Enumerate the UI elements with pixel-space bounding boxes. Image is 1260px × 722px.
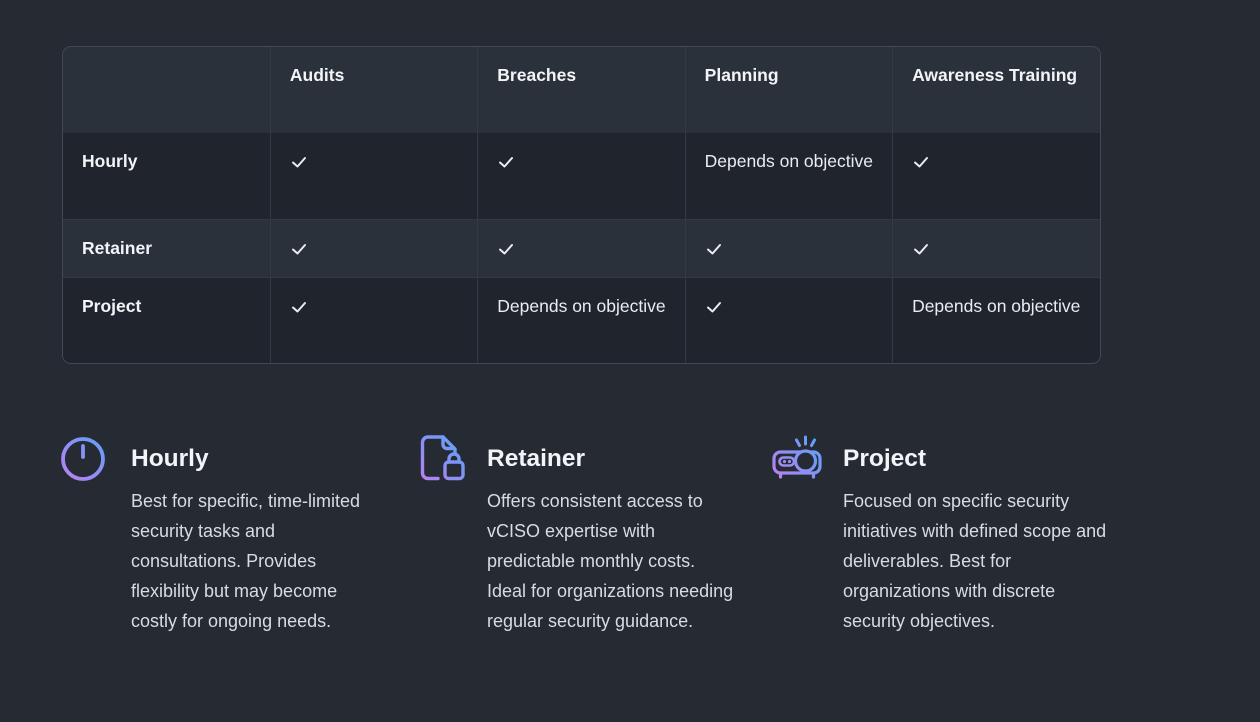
card-project-description: Focused on specific security initiatives… bbox=[843, 486, 1109, 636]
clock-icon bbox=[59, 433, 111, 483]
card-retainer-description: Offers consistent access to vCISO expert… bbox=[487, 486, 739, 636]
card-hourly-text: Hourly Best for specific, time-limited s… bbox=[131, 433, 371, 636]
row-label-project: Project bbox=[63, 277, 270, 363]
check-icon bbox=[912, 241, 1081, 257]
table-cell bbox=[478, 219, 685, 277]
comparison-table: Audits Breaches Planning Awareness Train… bbox=[62, 46, 1101, 364]
table-header-planning: Planning bbox=[685, 47, 892, 133]
table-header-row: Audits Breaches Planning Awareness Train… bbox=[63, 47, 1100, 133]
page: { "colors": { "page_bg": "#252a33", "row… bbox=[0, 0, 1260, 722]
check-icon bbox=[497, 154, 665, 170]
table-header-awareness-training: Awareness Training bbox=[893, 47, 1100, 133]
table-cell bbox=[478, 133, 685, 219]
table-cell bbox=[270, 277, 477, 363]
card-retainer: Retainer Offers consistent access to vCI… bbox=[415, 433, 771, 636]
cell-text: Depends on objective bbox=[705, 151, 873, 171]
table-cell bbox=[893, 219, 1100, 277]
table-cell bbox=[893, 133, 1100, 219]
table-cell bbox=[270, 219, 477, 277]
projector-icon bbox=[771, 433, 823, 483]
table-cell bbox=[270, 133, 477, 219]
card-project: Project Focused on specific security ini… bbox=[771, 433, 1127, 636]
card-retainer-title: Retainer bbox=[487, 445, 739, 473]
row-label-retainer: Retainer bbox=[63, 219, 270, 277]
table-header-empty bbox=[63, 47, 270, 133]
table-cell: Depends on objective bbox=[685, 133, 892, 219]
check-icon bbox=[497, 241, 665, 257]
check-icon bbox=[290, 241, 458, 257]
table-cell bbox=[685, 219, 892, 277]
check-icon bbox=[705, 241, 873, 257]
table-header-breaches: Breaches bbox=[478, 47, 685, 133]
check-icon bbox=[705, 299, 873, 315]
card-retainer-text: Retainer Offers consistent access to vCI… bbox=[487, 433, 739, 636]
table-row-hourly: Hourly Depends on objective bbox=[63, 133, 1100, 219]
card-project-title: Project bbox=[843, 445, 1109, 473]
engagement-model-cards: Hourly Best for specific, time-limited s… bbox=[59, 433, 1127, 636]
check-icon bbox=[912, 154, 1081, 170]
table-cell: Depends on objective bbox=[478, 277, 685, 363]
cell-text: Depends on objective bbox=[912, 296, 1080, 316]
table-header-audits: Audits bbox=[270, 47, 477, 133]
table-row-project: Project Depends on objective Depends on … bbox=[63, 277, 1100, 363]
check-icon bbox=[290, 154, 458, 170]
table-cell bbox=[685, 277, 892, 363]
card-hourly: Hourly Best for specific, time-limited s… bbox=[59, 433, 415, 636]
card-project-text: Project Focused on specific security ini… bbox=[843, 433, 1109, 636]
row-label-hourly: Hourly bbox=[63, 133, 270, 219]
table-row-retainer: Retainer bbox=[63, 219, 1100, 277]
card-hourly-title: Hourly bbox=[131, 445, 371, 473]
card-hourly-description: Best for specific, time-limited security… bbox=[131, 486, 371, 636]
cell-text: Depends on objective bbox=[497, 296, 665, 316]
check-icon bbox=[290, 299, 458, 315]
document-lock-icon bbox=[415, 433, 467, 483]
table-cell: Depends on objective bbox=[893, 277, 1100, 363]
